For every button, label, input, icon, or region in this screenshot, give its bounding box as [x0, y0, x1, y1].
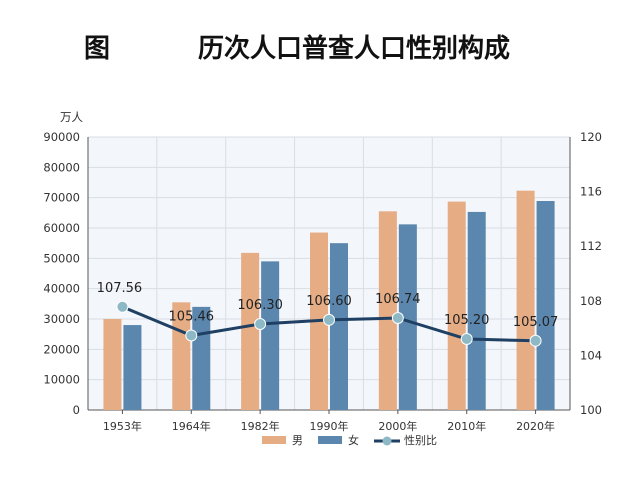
sex-ratio-label: 107.56 — [97, 281, 143, 296]
sex-ratio-label: 105.46 — [169, 309, 215, 324]
legend-label-ratio: 性别比 — [404, 433, 437, 447]
sex-ratio-point — [185, 329, 198, 342]
x-tick-label: 2020年 — [516, 419, 555, 433]
y-right-tick-label: 104 — [580, 348, 602, 362]
sex-ratio-point — [323, 313, 335, 326]
legend-label-male: 男 — [292, 434, 303, 447]
title-row: 图 历次人口普查人口性别构成 — [0, 22, 640, 72]
sex-ratio-label: 105.07 — [513, 315, 559, 330]
y-left-tick-label: 60000 — [43, 221, 80, 235]
legend-swatch-ratio-marker — [382, 436, 392, 446]
bar-female — [398, 224, 417, 410]
bar-male — [241, 252, 260, 410]
bar-female — [536, 201, 555, 410]
y-right-tick-label: 100 — [580, 403, 602, 417]
x-tick-label: 2000年 — [378, 419, 417, 433]
y-left-tick-label: 20000 — [43, 342, 80, 356]
y-right-tick-label: 108 — [580, 294, 602, 308]
bar-male — [516, 190, 535, 410]
sex-ratio-point — [529, 334, 542, 347]
chart-title: 历次人口普查人口性别构成 — [198, 34, 511, 64]
bar-female — [261, 261, 280, 410]
bar-male — [447, 201, 466, 410]
x-tick-label: 1990年 — [310, 419, 349, 433]
sex-ratio-label: 106.30 — [237, 298, 283, 313]
bar-female — [330, 243, 348, 410]
legend-swatch-male — [262, 436, 286, 444]
x-tick-label: 1982年 — [241, 419, 280, 433]
x-tick-label: 1964年 — [172, 419, 211, 433]
y-left-tick-label: 10000 — [43, 373, 80, 387]
x-tick-label: 1953年 — [103, 419, 142, 433]
y-left-tick-label: 70000 — [43, 191, 80, 205]
bar-male — [378, 211, 397, 410]
y-left-tick-label: 50000 — [43, 251, 80, 265]
sex-ratio-label: 106.60 — [306, 294, 352, 309]
y-left-tick-label: 0 — [73, 403, 80, 417]
y-right-tick-label: 120 — [580, 130, 602, 144]
y-left-tick-label: 90000 — [43, 130, 80, 144]
bar-female — [467, 211, 486, 410]
sex-ratio-point — [391, 311, 404, 324]
bar-male — [103, 319, 122, 410]
sex-ratio-point — [460, 333, 473, 346]
bar-female — [123, 325, 142, 410]
sex-ratio-label: 106.74 — [375, 292, 421, 307]
legend-label-female: 女 — [348, 433, 359, 447]
plot-area — [88, 137, 570, 410]
y-left-tick-label: 40000 — [43, 282, 80, 296]
sex-ratio-point — [116, 300, 129, 313]
legend-swatch-female — [318, 436, 342, 444]
y-left-unit: 万人 — [60, 110, 83, 124]
sex-ratio-label: 105.20 — [444, 313, 490, 328]
sex-ratio-point — [254, 318, 267, 331]
chart-title-prefix: 图 — [84, 34, 111, 64]
y-right-tick-label: 112 — [580, 239, 602, 253]
y-left-tick-label: 80000 — [43, 160, 80, 174]
y-right-tick-label: 116 — [580, 185, 602, 199]
x-tick-label: 2010年 — [447, 419, 486, 433]
y-left-tick-label: 30000 — [43, 312, 80, 326]
